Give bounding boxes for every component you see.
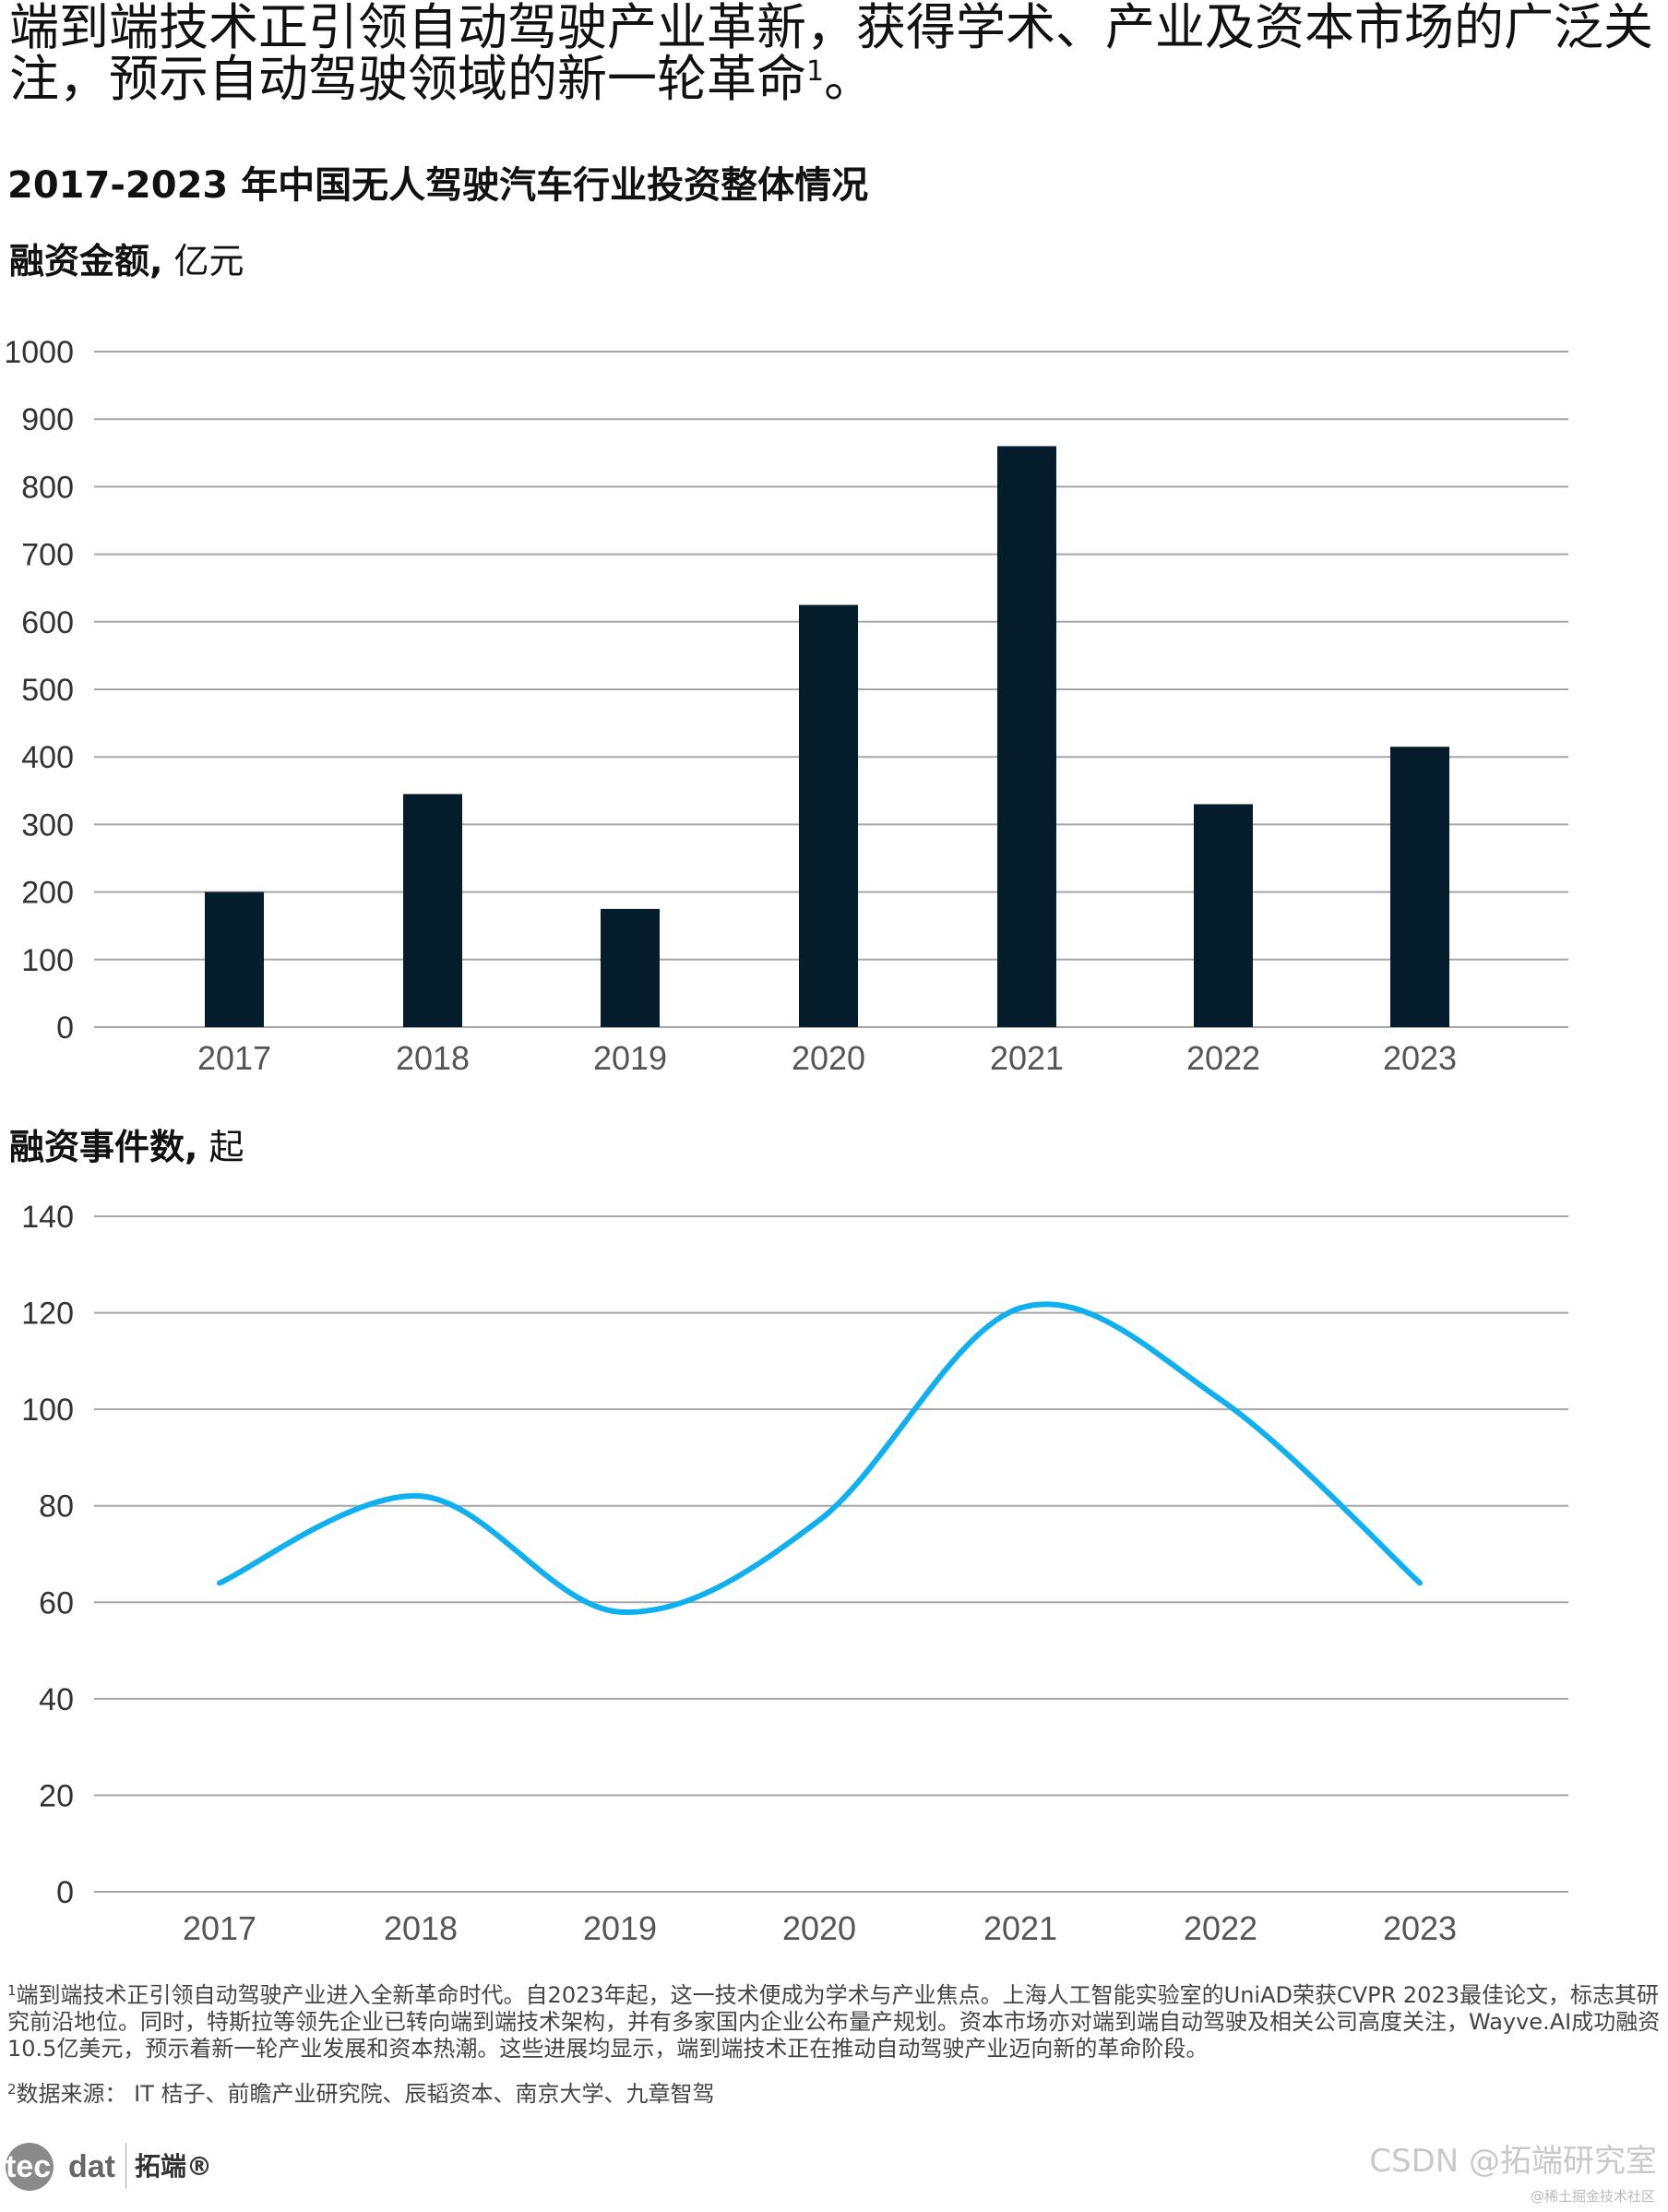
- y-tick-label: 200: [21, 876, 74, 911]
- x-tick-label: 2018: [384, 1909, 458, 1947]
- footnotes: 1端到端技术正引领自动驾驶产业进入全新革命时代。自2023年起，这一技术便成为学…: [7, 1982, 1663, 2108]
- logo-divider: [125, 2143, 126, 2189]
- line-chart-y-title: 融资事件数, 起: [9, 1118, 244, 1169]
- y-tick-label: 60: [39, 1585, 74, 1620]
- x-tick-label: 2019: [583, 1909, 657, 1947]
- footnote-2-text: 数据来源： IT 桔子、前瞻产业研究院、辰韬资本、南京大学、九章智驾: [16, 2081, 715, 2107]
- footnote-1: 1端到端技术正引领自动驾驶产业进入全新革命时代。自2023年起，这一技术便成为学…: [7, 1982, 1663, 2063]
- y-tick-label: 1000: [4, 335, 74, 370]
- bar-2020: [799, 604, 858, 1027]
- y-title-bold: 融资金额,: [9, 241, 163, 281]
- x-tick-label: 2020: [782, 1909, 856, 1947]
- y-tick-label: 700: [21, 538, 74, 573]
- tecdat-logo: tec dat 拓端®: [6, 2139, 245, 2194]
- logo-dat: dat: [68, 2149, 115, 2184]
- x-tick-label: 2017: [197, 1039, 271, 1077]
- y-tick-label: 900: [21, 402, 74, 437]
- bar-2022: [1194, 804, 1253, 1027]
- y-title-unit: 起: [197, 1127, 244, 1167]
- y-title-unit: 亿元: [162, 241, 244, 281]
- bar-2021: [997, 446, 1056, 1027]
- watermark-sub: @稀土掘金技术社区: [1530, 2188, 1655, 2205]
- bar-chart-y-title: 融资金额, 亿元: [9, 233, 244, 283]
- y-tick-label: 300: [21, 807, 74, 843]
- bar-chart: 0 100 200 300 400 500 600 700 800 900 1000 2017 2018…: [4, 335, 1568, 1077]
- x-tick-label: 2022: [1184, 1909, 1257, 1947]
- footnote-1-text: 端到端技术正引领自动驾驶产业进入全新革命时代。自2023年起，这一技术便成为学术…: [7, 1982, 1661, 2062]
- footnote-2: 2数据来源： IT 桔子、前瞻产业研究院、辰韬资本、南京大学、九章智驾: [7, 2081, 1663, 2108]
- x-tick-label: 2021: [983, 1909, 1057, 1947]
- y-tick-label: 120: [21, 1297, 74, 1332]
- y-tick-label: 100: [21, 1393, 74, 1428]
- x-tick-label: 2023: [1383, 1039, 1457, 1077]
- y-title-bold: 融资事件数,: [9, 1127, 198, 1167]
- title-end: 。: [824, 50, 875, 108]
- x-tick-label: 2021: [990, 1039, 1064, 1077]
- y-tick-label: 100: [21, 943, 74, 978]
- y-tick-label: 0: [56, 1875, 74, 1910]
- page-title: 端到端技术正引领自动驾驶产业革新，获得学术、产业及资本市场的广泛关注，预示自动驾…: [9, 2, 1661, 105]
- y-tick-label: 800: [21, 470, 74, 505]
- y-tick-label: 0: [56, 1010, 74, 1046]
- title-text: 端到端技术正引领自动驾驶产业革新，获得学术、产业及资本市场的广泛关注，预示自动驾…: [9, 0, 1653, 108]
- x-tick-label: 2017: [183, 1909, 256, 1947]
- chart-subtitle: 2017-2023 年中国无人驾驶汽车行业投资整体情况: [7, 164, 869, 207]
- footnote-ref: 1: [806, 55, 825, 88]
- footnote-2-marker: 2: [7, 2081, 17, 2098]
- y-tick-label: 20: [39, 1778, 74, 1813]
- footnote-1-marker: 1: [7, 1982, 17, 1999]
- x-tick-label: 2022: [1186, 1039, 1260, 1077]
- bar-2018: [403, 794, 462, 1027]
- y-tick-label: 600: [21, 605, 74, 640]
- x-tick-label: 2019: [593, 1039, 667, 1077]
- line-chart: 0 20 40 60 80 100 120 140 2017 2018 2019 2020 2021 20…: [21, 1200, 1568, 1947]
- x-tick-label: 2018: [396, 1039, 470, 1077]
- y-tick-label: 80: [39, 1489, 74, 1524]
- y-tick-label: 140: [21, 1200, 74, 1235]
- y-tick-label: 400: [21, 740, 74, 775]
- x-tick-label: 2020: [792, 1039, 865, 1077]
- y-tick-label: 500: [21, 673, 74, 708]
- bar-2023: [1390, 747, 1449, 1027]
- y-tick-label: 40: [39, 1682, 74, 1717]
- watermark: CSDN @拓端研究室: [1369, 2143, 1657, 2180]
- x-tick-label: 2023: [1383, 1909, 1457, 1947]
- bar-2019: [601, 908, 660, 1027]
- series-line: [217, 1301, 1423, 1615]
- logo-tec: tec: [6, 2149, 52, 2184]
- bar-2017: [205, 891, 264, 1027]
- logo-circle-icon: [6, 2143, 54, 2191]
- logo-cn: 拓端®: [135, 2151, 213, 2182]
